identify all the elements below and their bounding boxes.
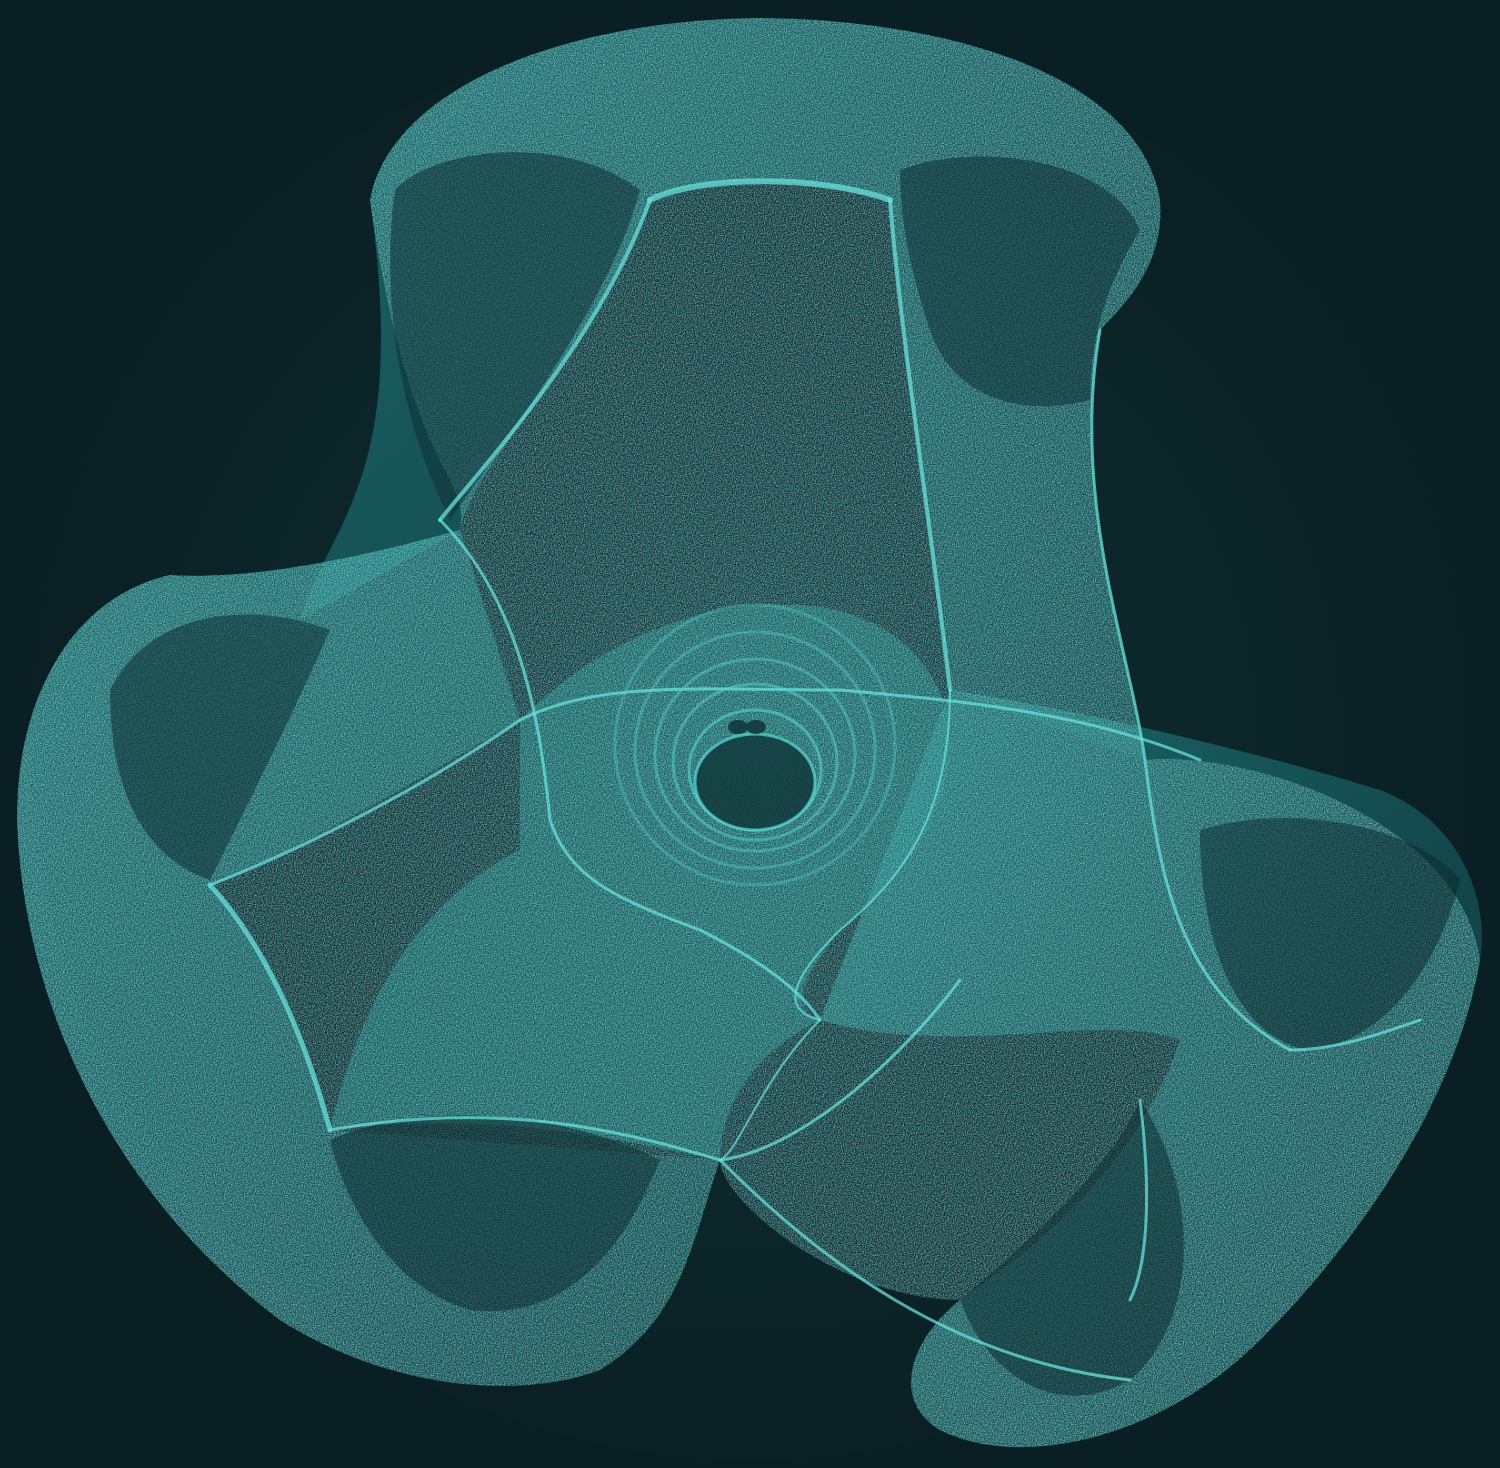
ambient-glow bbox=[30, 20, 1470, 1460]
